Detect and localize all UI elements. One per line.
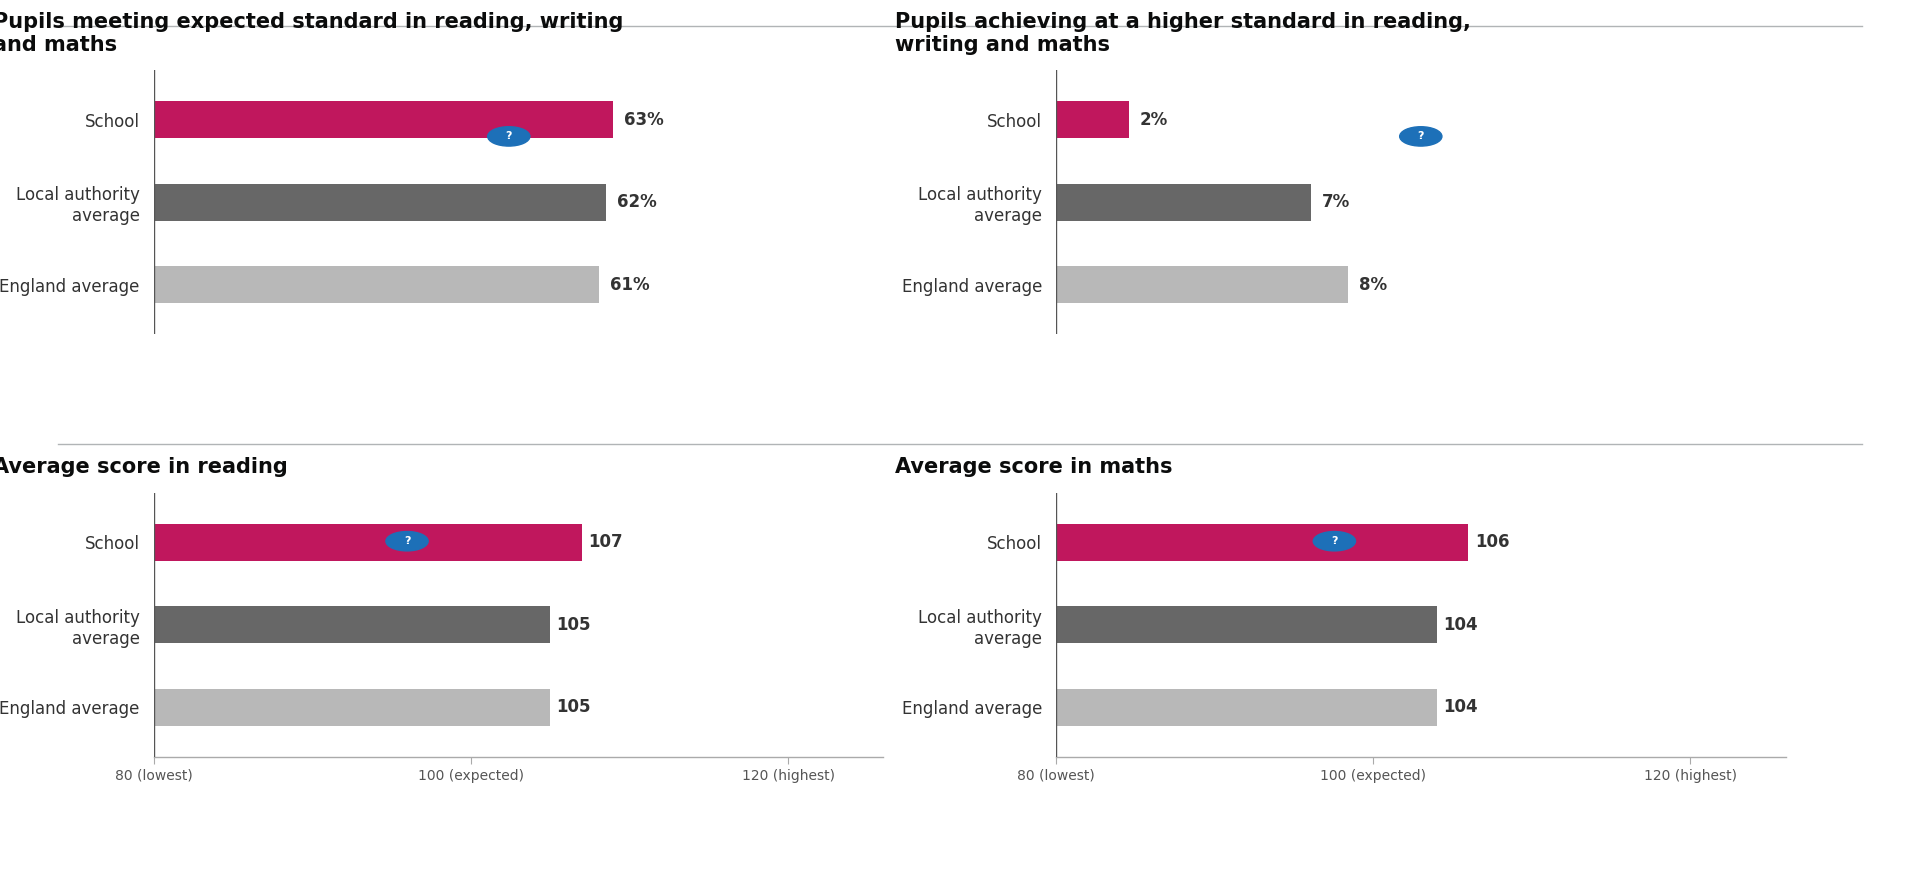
Text: Average score in maths: Average score in maths <box>895 458 1173 477</box>
Text: Pupils meeting expected standard in reading, writing
and maths: Pupils meeting expected standard in read… <box>0 11 624 55</box>
Text: 107: 107 <box>588 533 622 551</box>
Text: 105: 105 <box>557 616 591 634</box>
Bar <box>154 689 551 726</box>
Text: 105: 105 <box>557 699 591 716</box>
Bar <box>154 606 551 643</box>
Text: ?: ? <box>403 536 411 546</box>
Bar <box>1056 267 1348 304</box>
Text: 8%: 8% <box>1359 276 1386 294</box>
Text: ?: ? <box>1417 131 1425 142</box>
Text: 2%: 2% <box>1140 111 1167 128</box>
Bar <box>154 101 612 138</box>
Text: ?: ? <box>505 131 513 142</box>
Text: 104: 104 <box>1444 699 1478 716</box>
Bar <box>154 524 582 561</box>
Text: ?: ? <box>1331 536 1338 546</box>
Bar <box>154 184 607 221</box>
Text: 63%: 63% <box>624 111 664 128</box>
Bar <box>1056 606 1436 643</box>
Bar <box>1056 689 1436 726</box>
Text: Pupils achieving at a higher standard in reading,
writing and maths: Pupils achieving at a higher standard in… <box>895 11 1471 55</box>
Text: 7%: 7% <box>1323 194 1350 211</box>
Text: 61%: 61% <box>611 276 649 294</box>
Bar <box>1056 524 1469 561</box>
Bar <box>1056 184 1311 221</box>
Text: 106: 106 <box>1475 533 1509 551</box>
Bar <box>1056 101 1129 138</box>
Text: Average score in reading: Average score in reading <box>0 458 288 477</box>
Bar <box>154 267 599 304</box>
Text: 62%: 62% <box>616 194 657 211</box>
Text: 104: 104 <box>1444 616 1478 634</box>
